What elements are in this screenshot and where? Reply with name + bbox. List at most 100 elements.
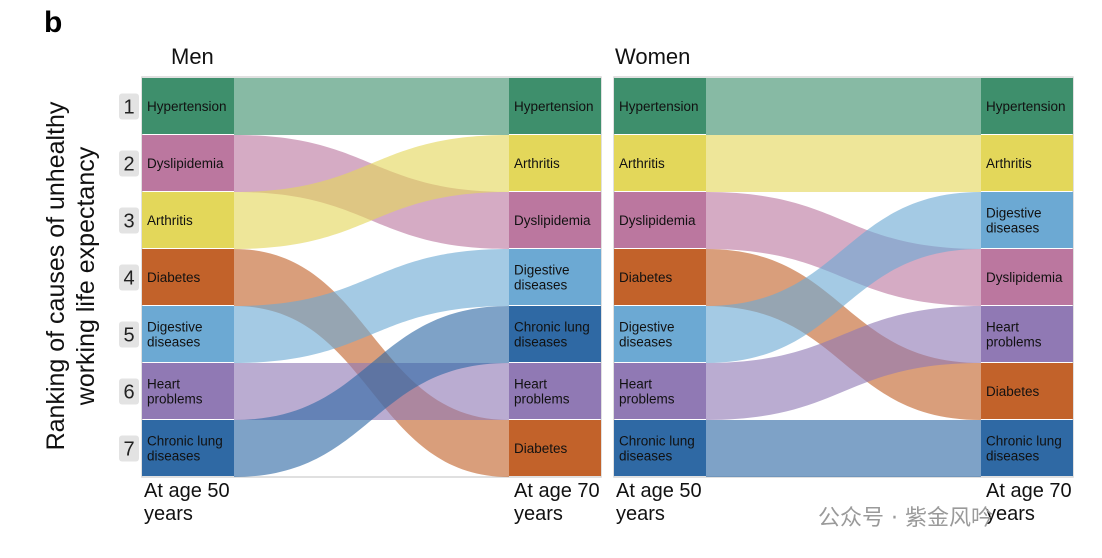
start-box-women-diabetes	[614, 249, 706, 305]
end-label-women-arthritis: Arthritis	[986, 156, 1032, 171]
start-box-men-digestive-diseases	[142, 306, 234, 362]
end-label-men-digestive-diseases: Digestive	[514, 263, 570, 278]
end-box-women-chronic-lung-diseases	[981, 420, 1073, 476]
flows-men	[234, 78, 509, 477]
start-label-men-diabetes: Diabetes	[147, 270, 201, 285]
end-label-men-heart-problems: problems	[514, 392, 570, 407]
end-box-men-digestive-diseases	[509, 249, 601, 305]
start-label-women-digestive-diseases: diseases	[619, 335, 673, 350]
flow-women-arthritis	[706, 135, 981, 192]
start-age-label-women: At age 50	[616, 480, 702, 502]
watermark-text: 公众号 · 紫金风吟	[818, 506, 993, 531]
start-box-men-chronic-lung-diseases	[142, 420, 234, 476]
rank-label-1: 1	[123, 97, 134, 119]
flow-women-digestive-diseases	[706, 192, 981, 363]
rank-box-3	[119, 207, 139, 234]
rank-box-4	[119, 264, 139, 291]
end-label-men-heart-problems: Heart	[514, 377, 547, 392]
start-label-men-dyslipidemia: Dyslipidemia	[147, 156, 224, 171]
end-label-men-hypertension: Hypertension	[514, 99, 594, 114]
start-label-men-digestive-diseases: diseases	[147, 335, 201, 350]
start-label-women-heart-problems: Heart	[619, 377, 652, 392]
flow-women-chronic-lung-diseases	[706, 420, 981, 477]
start-box-men-hypertension	[142, 78, 234, 134]
end-box-women-diabetes	[981, 363, 1073, 419]
start-box-women-dyslipidemia	[614, 192, 706, 248]
start-box-men-arthritis	[142, 192, 234, 248]
end-box-men-diabetes	[509, 420, 601, 476]
flow-men-chronic-lung-diseases	[234, 306, 509, 477]
flow-men-arthritis	[234, 135, 509, 249]
flow-men-digestive-diseases	[234, 249, 509, 363]
end-label-women-digestive-diseases: diseases	[986, 221, 1040, 236]
end-box-men-chronic-lung-diseases	[509, 306, 601, 362]
start-column-women: Hypertension Arthritis Dyslipidemia Diabete…	[614, 78, 706, 476]
rank-label-3: 3	[123, 211, 134, 233]
start-age-label-men: years	[144, 503, 193, 525]
start-age-label-women: years	[616, 503, 665, 525]
end-box-men-dyslipidemia	[509, 192, 601, 248]
end-label-women-heart-problems: problems	[986, 335, 1042, 350]
start-age-label-men: At age 50	[144, 480, 230, 502]
start-label-men-digestive-diseases: Digestive	[147, 320, 203, 335]
rank-label-6: 6	[123, 382, 134, 404]
end-label-men-digestive-diseases: diseases	[514, 278, 568, 293]
panels: Men Hypertension Dyslipidemia Arthritis Diab…	[141, 44, 1074, 525]
flows-women	[706, 78, 981, 477]
panel-men: Men Hypertension Dyslipidemia Arthritis Diab…	[141, 44, 602, 525]
start-box-men-dyslipidemia	[142, 135, 234, 191]
end-age-label-women: At age 70	[986, 480, 1072, 502]
end-age-label-women: years	[986, 503, 1035, 525]
end-label-men-diabetes: Diabetes	[514, 441, 568, 456]
end-box-women-digestive-diseases	[981, 192, 1073, 248]
end-box-women-hypertension	[981, 78, 1073, 134]
start-box-women-arthritis	[614, 135, 706, 191]
start-column-men: Hypertension Dyslipidemia Arthritis Diabete…	[142, 78, 234, 476]
start-box-women-digestive-diseases	[614, 306, 706, 362]
ylabel-line-1: Ranking of causes of unhealthy	[42, 101, 70, 450]
start-label-women-chronic-lung-diseases: Chronic lung	[619, 434, 695, 449]
end-box-women-heart-problems	[981, 306, 1073, 362]
start-box-women-hypertension	[614, 78, 706, 134]
start-label-women-dyslipidemia: Dyslipidemia	[619, 213, 696, 228]
end-box-men-arthritis	[509, 135, 601, 191]
start-label-men-hypertension: Hypertension	[147, 99, 227, 114]
rank-labels: 1 2 3 4 5 6 7	[119, 93, 139, 462]
flow-women-hypertension	[706, 78, 981, 135]
panel-title-men: Men	[171, 44, 214, 69]
end-label-women-heart-problems: Heart	[986, 320, 1019, 335]
start-label-women-digestive-diseases: Digestive	[619, 320, 675, 335]
start-label-women-arthritis: Arthritis	[619, 156, 665, 171]
flow-men-hypertension	[234, 78, 509, 135]
rank-box-7	[119, 435, 139, 462]
rank-box-1	[119, 93, 139, 120]
y-axis-label: Ranking of causes of unhealthy working li…	[42, 101, 100, 450]
start-label-women-diabetes: Diabetes	[619, 270, 673, 285]
panel-women: Women Hypertension Arthritis Dyslipidemia Di…	[613, 44, 1074, 525]
rank-label-5: 5	[123, 325, 134, 347]
end-label-women-digestive-diseases: Digestive	[986, 206, 1042, 221]
rank-box-5	[119, 321, 139, 348]
end-column-men: Hypertension Arthritis Dyslipidemia Digesti…	[509, 78, 601, 476]
end-label-men-arthritis: Arthritis	[514, 156, 560, 171]
end-label-women-chronic-lung-diseases: Chronic lung	[986, 434, 1062, 449]
rank-box-6	[119, 378, 139, 405]
start-label-women-chronic-lung-diseases: diseases	[619, 449, 673, 464]
panel-letter: b	[44, 6, 62, 39]
start-box-men-heart-problems	[142, 363, 234, 419]
end-label-women-hypertension: Hypertension	[986, 99, 1066, 114]
start-label-women-hypertension: Hypertension	[619, 99, 699, 114]
rank-label-2: 2	[123, 154, 134, 176]
start-box-men-diabetes	[142, 249, 234, 305]
end-box-women-dyslipidemia	[981, 249, 1073, 305]
panel-title-women: Women	[615, 44, 690, 69]
end-box-women-arthritis	[981, 135, 1073, 191]
start-label-men-heart-problems: Heart	[147, 377, 180, 392]
end-label-men-chronic-lung-diseases: diseases	[514, 335, 568, 350]
rank-label-4: 4	[123, 268, 134, 290]
start-label-men-arthritis: Arthritis	[147, 213, 193, 228]
end-label-women-dyslipidemia: Dyslipidemia	[986, 270, 1063, 285]
end-box-men-hypertension	[509, 78, 601, 134]
